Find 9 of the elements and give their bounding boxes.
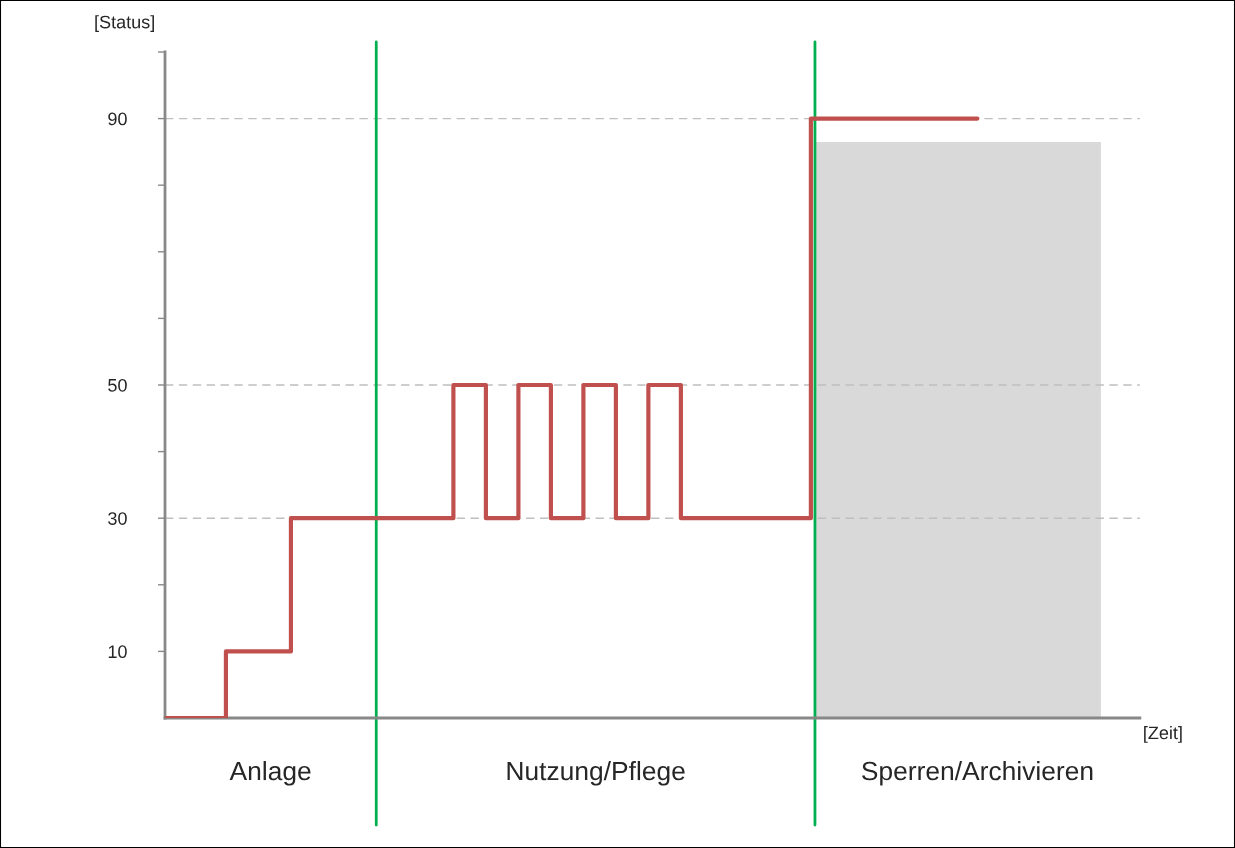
text: Anlage [229, 760, 311, 786]
y-tick-label: 30 [108, 512, 127, 525]
text: Sperren/Archivieren [862, 760, 1093, 786]
y-axis-title: [Status] [95, 15, 154, 32]
y-tick-label: 10 [108, 645, 127, 659]
text: Nutzung/Pflege [507, 760, 685, 786]
y-tick-label: 50 [108, 378, 127, 392]
text: [Zeit] [1144, 725, 1182, 743]
y-tick-label: 90 [108, 112, 127, 126]
